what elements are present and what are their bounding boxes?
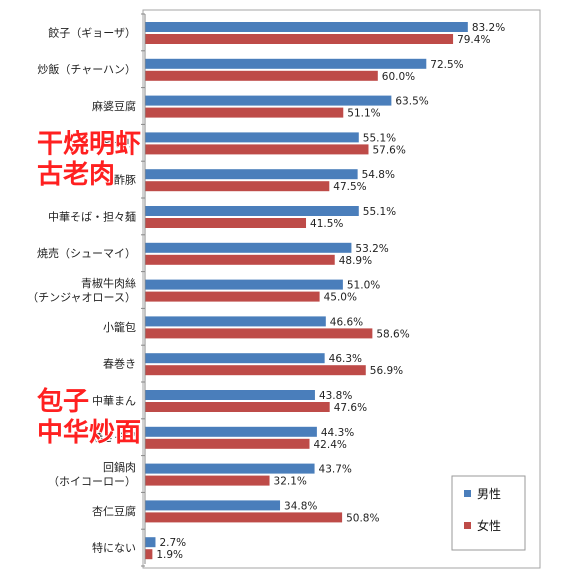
bar-male <box>145 22 468 32</box>
bar-male <box>145 132 359 143</box>
bar-female <box>145 218 307 228</box>
overlay-annotation: 干烧明虾 <box>37 129 141 159</box>
data-label: 54.8% <box>362 169 395 181</box>
legend-box <box>451 475 526 551</box>
data-label: 50.8% <box>346 512 379 524</box>
bar-male <box>145 500 281 511</box>
bar-female <box>145 512 343 523</box>
data-label: 44.3% <box>321 427 354 439</box>
data-label: 46.6% <box>330 316 363 328</box>
bar-male <box>145 242 352 253</box>
data-label: 43.8% <box>319 390 352 402</box>
bar-female <box>145 475 270 486</box>
bar-male <box>145 390 315 400</box>
bar-male <box>145 206 359 216</box>
data-label: 32.1% <box>274 476 307 488</box>
category-label: 餃子（ギョーザ） <box>48 25 136 39</box>
bar-male <box>145 537 156 548</box>
bar-male <box>145 353 325 364</box>
legend-label: 女性 <box>477 518 501 533</box>
data-label: 42.4% <box>314 439 347 451</box>
category-label: 炒飯（チャーハン） <box>37 62 136 76</box>
bar-female <box>145 107 344 118</box>
category-label: 青椒牛肉絲 <box>81 276 136 290</box>
bar-male <box>145 58 427 69</box>
data-label: 55.1% <box>363 206 396 218</box>
bar-female <box>145 144 369 155</box>
category-label: 酢豚 <box>114 173 136 187</box>
category-label: 麻婆豆腐 <box>92 99 136 113</box>
data-label: 48.9% <box>339 255 372 267</box>
data-label: 34.8% <box>284 500 317 512</box>
bar-male <box>145 169 358 180</box>
category-label: 杏仁豆腐 <box>92 504 136 518</box>
bar-male <box>145 426 317 437</box>
category-label: 春巻き <box>103 358 136 371</box>
data-label: 63.5% <box>395 96 428 108</box>
bar-female <box>145 328 373 339</box>
data-label: 55.1% <box>363 132 396 144</box>
data-label: 51.0% <box>347 280 380 292</box>
data-label: 2.7% <box>159 537 186 549</box>
bar-male <box>145 463 315 474</box>
data-label: 41.5% <box>310 218 343 230</box>
bar-female <box>145 34 454 44</box>
data-label: 47.5% <box>333 181 366 193</box>
category-label: エビチリ <box>92 137 136 150</box>
category-label: 中華まん <box>92 394 136 407</box>
category-label: （チンジャオロース） <box>27 291 136 304</box>
category-label: 中華そば・担々麺 <box>48 209 136 223</box>
category-label: 特にない <box>92 541 136 555</box>
data-label: 1.9% <box>156 549 183 561</box>
data-label: 83.2% <box>472 22 505 34</box>
category-label: （ホイコーロー） <box>48 475 136 488</box>
data-label: 46.3% <box>329 353 362 365</box>
category-label: 小籠包 <box>103 320 136 334</box>
category-label: 回鍋肉 <box>103 460 136 474</box>
bar-female <box>145 181 330 192</box>
category-label: 焼きそば <box>92 431 136 444</box>
bar-female <box>145 438 310 449</box>
legend-swatch <box>464 490 471 497</box>
data-label: 56.9% <box>370 365 403 377</box>
legend-swatch <box>464 522 471 529</box>
data-label: 53.2% <box>355 243 388 255</box>
bar-male <box>145 279 343 290</box>
overlay-annotation: 包子 <box>37 386 89 417</box>
bar-female <box>145 365 366 376</box>
bar-female <box>145 70 378 81</box>
data-label: 79.4% <box>457 34 490 46</box>
data-label: 58.6% <box>376 328 409 340</box>
data-label: 43.7% <box>319 464 352 476</box>
bar-female <box>145 291 320 302</box>
data-label: 72.5% <box>430 59 463 71</box>
data-label: 57.6% <box>372 144 405 156</box>
data-label: 47.6% <box>334 402 367 414</box>
overlay-annotation: 古老肉 <box>37 160 115 190</box>
plot-area <box>142 9 541 569</box>
data-label: 51.1% <box>347 108 380 120</box>
bar-female <box>145 549 153 560</box>
bar-male <box>145 95 392 106</box>
data-label: 45.0% <box>324 292 357 304</box>
bar-female <box>145 402 330 412</box>
data-label: 60.0% <box>382 71 415 83</box>
category-label: 焼売（シューマイ） <box>37 247 136 260</box>
legend-label: 男性 <box>477 487 501 501</box>
overlay-annotation: 中华炒面 <box>37 417 141 448</box>
bar-female <box>145 254 335 265</box>
bar-male <box>145 316 326 327</box>
